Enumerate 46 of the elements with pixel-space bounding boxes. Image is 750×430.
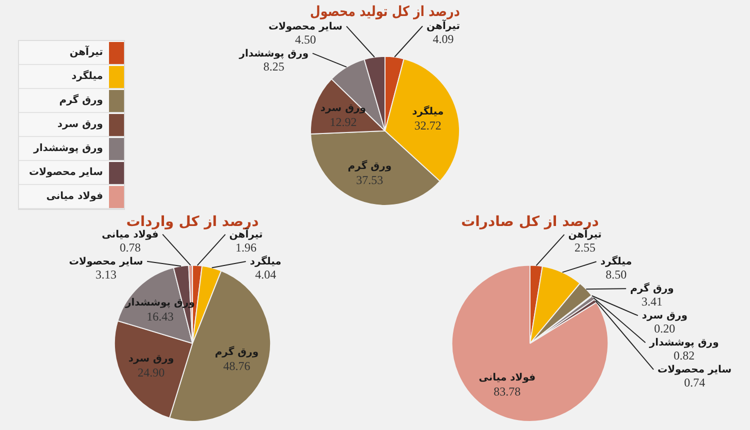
data-label: 16.43 — [146, 309, 174, 324]
data-label: 8.50 — [606, 268, 627, 282]
legend-label: میلگرد — [71, 71, 104, 82]
slice-label: تیرآهن — [568, 228, 602, 241]
data-label: 0.82 — [674, 348, 695, 363]
data-label: 83.78 — [494, 384, 521, 398]
data-label: 4.04 — [255, 267, 276, 282]
slice-label: ورق گرم — [214, 344, 259, 358]
chart-title: درصد از کل صادرات — [461, 214, 599, 230]
slice-label: ورق گرم — [348, 158, 392, 172]
data-label: 2.55 — [574, 240, 596, 255]
slice-label: فولاد میانی — [102, 229, 159, 240]
legend-label: ورق سرد — [57, 119, 104, 130]
legend-label: تیرآهن — [70, 47, 104, 58]
data-label: 8.25 — [263, 59, 284, 74]
slice-label: سایر محصولات — [658, 364, 732, 376]
slice-label: میلگرد — [412, 104, 444, 118]
slice-label: سایر محصولات — [68, 256, 144, 268]
data-label: 12.92 — [330, 114, 357, 129]
legend-label: فولاد میانی — [46, 191, 104, 202]
data-label: 0.74 — [684, 376, 706, 390]
data-label: 0.20 — [654, 322, 676, 336]
slice-label: تیرآهن — [426, 19, 460, 32]
slice-label: ورق سرد — [128, 353, 174, 364]
slice-label: ورق پوششدار — [238, 48, 309, 60]
data-label: 37.53 — [356, 172, 384, 187]
slice-label: میلگرد — [600, 254, 632, 268]
data-label: 1.96 — [236, 240, 257, 254]
chart-title: درصد از کل تولید محصول — [310, 4, 460, 20]
slice-label: ورق سرد — [642, 310, 688, 322]
legend-label: ورق پوششدار — [34, 143, 104, 154]
data-label: 32.72 — [414, 118, 442, 132]
data-label: 3.13 — [96, 267, 117, 282]
legend-label: سایر محصولات — [28, 167, 104, 178]
data-label: 4.50 — [294, 32, 316, 46]
data-label: 3.41 — [641, 294, 662, 309]
slice-label: سایر محصولات — [268, 21, 343, 32]
data-label: 4.09 — [432, 32, 454, 46]
slice-label: ورق پوششدار — [648, 338, 719, 349]
slice-label: ورق گرم — [630, 282, 674, 295]
legend-label: ورق گرم — [59, 95, 104, 106]
data-label: 24.90 — [138, 365, 165, 380]
data-label: 48.76 — [223, 358, 250, 373]
data-label: 0.78 — [120, 240, 141, 254]
slice-label: فولاد میانی — [478, 372, 536, 384]
slice-label: میلگرد — [250, 254, 282, 268]
